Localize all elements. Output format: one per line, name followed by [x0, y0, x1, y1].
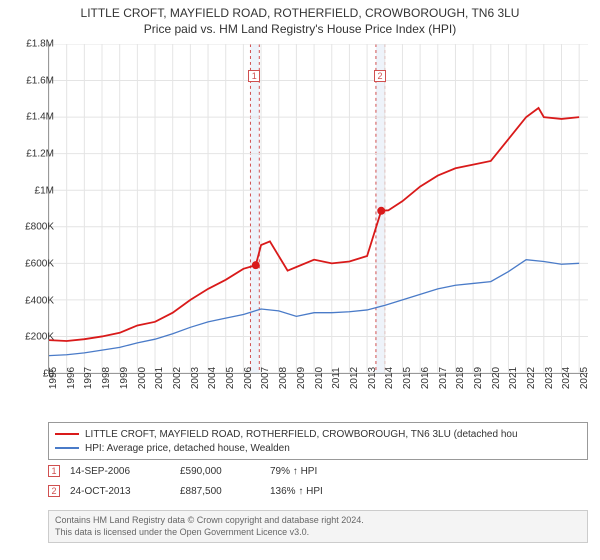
legend-item: HPI: Average price, detached house, Weal… — [55, 441, 581, 455]
title-block: LITTLE CROFT, MAYFIELD ROAD, ROTHERFIELD… — [0, 0, 600, 38]
sale-row: 1 14-SEP-2006 £590,000 79% ↑ HPI — [48, 464, 588, 478]
x-tick-label: 2016 — [420, 367, 431, 389]
chart-svg — [49, 44, 588, 373]
x-tick-label: 2019 — [473, 367, 484, 389]
x-tick-label: 2018 — [455, 367, 466, 389]
x-tick-label: 2003 — [190, 367, 201, 389]
x-tick-label: 2011 — [331, 367, 342, 389]
x-tick-label: 2001 — [154, 367, 165, 389]
x-tick-label: 2000 — [137, 367, 148, 389]
x-tick-label: 2013 — [367, 367, 378, 389]
y-tick-label: £200K — [25, 332, 54, 343]
x-tick-label: 2007 — [260, 367, 271, 389]
chart-container: LITTLE CROFT, MAYFIELD ROAD, ROTHERFIELD… — [0, 0, 600, 560]
x-tick-label: 2010 — [314, 367, 325, 389]
x-tick-label: 1999 — [119, 367, 130, 389]
legend-label: LITTLE CROFT, MAYFIELD ROAD, ROTHERFIELD… — [85, 429, 518, 440]
legend-label: HPI: Average price, detached house, Weal… — [85, 443, 290, 454]
x-tick-label: 2004 — [207, 367, 218, 389]
x-tick-label: 2022 — [526, 367, 537, 389]
footer-line: This data is licensed under the Open Gov… — [55, 527, 581, 539]
footer: Contains HM Land Registry data © Crown c… — [48, 510, 588, 543]
x-tick-label: 2009 — [296, 367, 307, 389]
y-tick-label: £1.4M — [26, 112, 54, 123]
sale-marker-icon: 1 — [48, 465, 60, 477]
sale-marker-icon: 2 — [48, 485, 60, 497]
x-tick-label: 2023 — [544, 367, 555, 389]
x-tick-label: 2002 — [172, 367, 183, 389]
title-main: LITTLE CROFT, MAYFIELD ROAD, ROTHERFIELD… — [0, 6, 600, 20]
x-tick-label: 2015 — [402, 367, 413, 389]
title-sub: Price paid vs. HM Land Registry's House … — [0, 22, 600, 36]
x-tick-label: 1998 — [101, 367, 112, 389]
x-tick-label: 1996 — [66, 367, 77, 389]
sale-price: £590,000 — [180, 466, 260, 477]
legend-swatch — [55, 433, 79, 435]
y-tick-label: £1M — [35, 185, 54, 196]
sale-price: £887,500 — [180, 486, 260, 497]
x-tick-label: 2024 — [561, 367, 572, 389]
sale-row: 2 24-OCT-2013 £887,500 136% ↑ HPI — [48, 484, 588, 498]
x-tick-label: 2021 — [508, 367, 519, 389]
footer-line: Contains HM Land Registry data © Crown c… — [55, 515, 581, 527]
y-tick-label: £400K — [25, 295, 54, 306]
y-tick-label: £1.8M — [26, 39, 54, 50]
legend-swatch — [55, 447, 79, 449]
x-tick-label: 2005 — [225, 367, 236, 389]
x-tick-label: 2006 — [243, 367, 254, 389]
y-tick-label: £1.2M — [26, 149, 54, 160]
x-tick-label: 1997 — [83, 367, 94, 389]
x-tick-label: 2017 — [438, 367, 449, 389]
legend: LITTLE CROFT, MAYFIELD ROAD, ROTHERFIELD… — [48, 422, 588, 460]
x-tick-label: 2025 — [579, 367, 590, 389]
sale-pct: 79% ↑ HPI — [270, 466, 360, 477]
x-tick-label: 2020 — [491, 367, 502, 389]
sale-marker-on-chart: 1 — [248, 70, 260, 82]
y-tick-label: £1.6M — [26, 75, 54, 86]
x-tick-label: 2008 — [278, 367, 289, 389]
sale-date: 24-OCT-2013 — [70, 486, 170, 497]
chart-plot-area — [48, 44, 588, 374]
x-tick-label: 2014 — [384, 367, 395, 389]
x-tick-label: 1995 — [48, 367, 59, 389]
sale-pct: 136% ↑ HPI — [270, 486, 360, 497]
x-tick-label: 2012 — [349, 367, 360, 389]
sale-date: 14-SEP-2006 — [70, 466, 170, 477]
sale-marker-on-chart: 2 — [374, 70, 386, 82]
legend-item: LITTLE CROFT, MAYFIELD ROAD, ROTHERFIELD… — [55, 427, 581, 441]
y-tick-label: £800K — [25, 222, 54, 233]
y-tick-label: £600K — [25, 259, 54, 270]
